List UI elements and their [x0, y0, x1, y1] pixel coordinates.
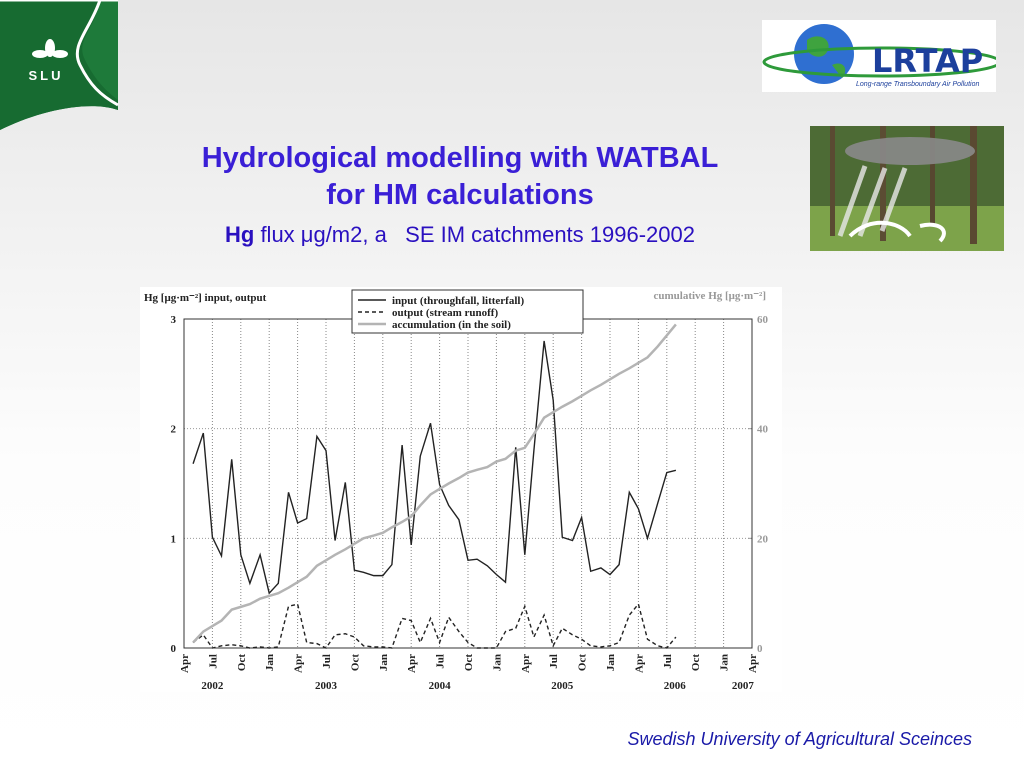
forest-photo: [810, 126, 1004, 251]
legend-label: output (stream runoff): [392, 307, 498, 319]
legend-label: accumulation (in the soil): [392, 319, 511, 331]
x-tick-label: Jul: [662, 654, 674, 669]
series-line: [192, 602, 677, 649]
x-tick-label: Oct: [236, 654, 248, 671]
x-tick-label: Jan: [719, 654, 731, 671]
title: Hydrological modelling with WATBAL for H…: [100, 140, 820, 214]
x-tick-label: Oct: [690, 654, 702, 671]
x-tick-label: Apr: [520, 654, 532, 673]
y2-axis-label: cumulative Hg [μg·m⁻²]: [654, 290, 767, 302]
y2-tick-label: 40: [757, 424, 769, 436]
subtitle-bold: Hg: [225, 222, 255, 247]
x-tick-label: Jul: [321, 654, 333, 669]
x-tick-label: Oct: [463, 654, 475, 671]
x-tick-label: Jul: [435, 654, 447, 669]
series-line: [192, 323, 677, 644]
subtitle-text: flux μg/m2, a SE IM catchments 1996-2002: [254, 222, 695, 247]
legend-label: input (throughfall, litterfall): [392, 295, 524, 307]
y2-tick-label: 60: [757, 314, 769, 326]
x-year-label: 2002: [201, 680, 224, 692]
x-tick-label: Jan: [491, 654, 503, 671]
y-tick-label: 3: [171, 314, 177, 326]
x-tick-label: Apr: [179, 654, 191, 673]
x-year-label: 2003: [315, 680, 338, 692]
logo-subtext: Long-range Transboundary Air Pollution: [856, 81, 979, 88]
x-tick-label: Jan: [264, 654, 276, 671]
x-year-label: 2006: [664, 680, 687, 692]
y-tick-label: 2: [171, 424, 177, 436]
x-tick-label: Oct: [577, 654, 589, 671]
x-tick-label: Jan: [605, 654, 617, 671]
y-tick-label: 0: [171, 643, 177, 655]
title-line: Hydrological modelling with WATBAL: [201, 142, 719, 174]
x-tick-label: Apr: [293, 654, 305, 673]
x-tick-label: Jul: [548, 654, 560, 669]
logo-text: LRTAP: [872, 42, 983, 80]
y-tick-label: 1: [171, 533, 177, 545]
x-year-label: 2005: [551, 680, 574, 692]
lrtap-logo: LRTAP Long-range Transboundary Air Pollu…: [762, 20, 996, 92]
x-tick-label: Jan: [378, 654, 390, 671]
slu-logo: SLU: [0, 0, 119, 130]
x-tick-label: Jul: [207, 654, 219, 669]
x-tick-label: Apr: [406, 654, 418, 673]
chart: Hg [μg·m⁻²] input, output cumulative Hg …: [140, 287, 782, 692]
x-year-label: 2007: [732, 680, 755, 692]
y-axis-label: Hg [μg·m⁻²] input, output: [144, 292, 267, 304]
footer: Swedish University of Agricultural Scein…: [627, 729, 972, 749]
x-tick-label: Apr: [747, 654, 759, 673]
x-year-label: 2004: [429, 680, 452, 692]
legend-box: [351, 289, 584, 334]
logo-text: SLU: [29, 68, 64, 83]
series-line: [192, 340, 677, 595]
subtitle: Hg flux μg/m2, a SE IM catchments 1996-2…: [100, 222, 820, 248]
x-tick-label: Apr: [633, 654, 645, 673]
y2-tick-label: 20: [757, 533, 769, 545]
title-line: for HM calculations: [326, 179, 594, 211]
y2-tick-label: 0: [757, 643, 763, 655]
x-tick-label: Oct: [349, 654, 361, 671]
